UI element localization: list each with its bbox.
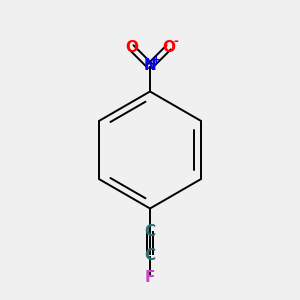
Text: -: -: [173, 35, 178, 48]
Text: O: O: [125, 40, 138, 55]
Text: +: +: [152, 55, 161, 65]
Text: O: O: [162, 40, 175, 55]
Text: F: F: [145, 270, 155, 285]
Text: C: C: [144, 248, 156, 262]
Text: N: N: [144, 58, 156, 74]
Text: C: C: [144, 224, 156, 238]
